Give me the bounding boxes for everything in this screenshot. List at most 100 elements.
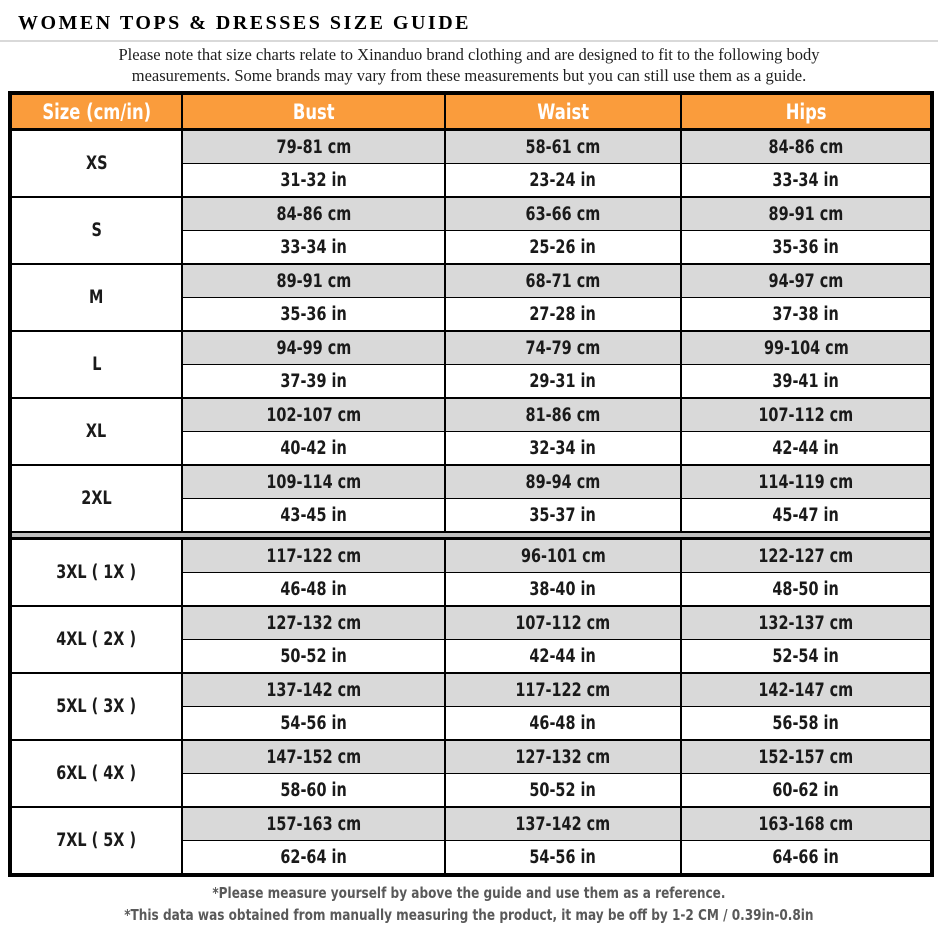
size-row-cm: 6XL ( 4X ) 147-152 cm 127-132 cm 152-157 cm	[9, 739, 933, 808]
size-row-cm: S 84-86 cm 63-66 cm 89-91 cm	[9, 196, 933, 265]
waist-cm-cell: 89-94 cm	[444, 464, 682, 499]
column-header-hips-label: Hips	[785, 99, 827, 124]
column-header-bust: Bust	[181, 91, 446, 131]
size-cell: XS	[9, 128, 183, 198]
waist-in-cell: 46-48 in	[444, 706, 682, 741]
hips-cm-cell: 142-147 cm	[680, 672, 933, 707]
bust-in-cell: 50-52 in	[181, 639, 446, 674]
waist-cm-cell-value: 96-101 cm	[520, 545, 606, 567]
size-label: 7XL ( 5X )	[56, 830, 137, 851]
hips-in-cell-value: 39-41 in	[772, 370, 840, 392]
bust-cm-cell: 84-86 cm	[181, 196, 446, 231]
waist-cm-cell: 96-101 cm	[444, 537, 682, 573]
hips-cm-cell-value: 122-127 cm	[758, 545, 854, 567]
size-row-cm: XL 102-107 cm 81-86 cm 107-112 cm	[9, 397, 933, 466]
waist-cm-cell-value: 58-61 cm	[525, 136, 601, 158]
column-header-size-label: Size (cm/in)	[42, 99, 151, 124]
footnotes: *Please measure yourself by above the gu…	[0, 882, 938, 926]
bust-in-cell: 35-36 in	[181, 297, 446, 332]
bust-in-cell-value: 40-42 in	[280, 437, 347, 459]
bust-cm-cell: 127-132 cm	[181, 605, 446, 640]
bust-cm-cell-value: 79-81 cm	[276, 136, 351, 158]
hips-in-cell: 48-50 in	[680, 572, 933, 607]
size-row-cm: M 89-91 cm 68-71 cm 94-97 cm	[9, 263, 933, 332]
footnote-line-2: *This data was obtained from manually me…	[0, 904, 938, 926]
waist-cm-cell: 63-66 cm	[444, 196, 682, 231]
column-header-hips: Hips	[680, 91, 933, 131]
hips-in-cell: 33-34 in	[680, 163, 933, 198]
waist-in-cell-value: 42-44 in	[529, 645, 597, 667]
waist-in-cell: 38-40 in	[444, 572, 682, 607]
bust-cm-cell: 137-142 cm	[181, 672, 446, 707]
size-label: M	[89, 287, 104, 308]
waist-cm-cell-value: 107-112 cm	[515, 612, 611, 634]
hips-in-cell-value: 45-47 in	[772, 504, 840, 526]
size-table-body: XS 79-81 cm 58-61 cm 84-86 cm 31-32 in 23-24 …	[9, 128, 933, 876]
bust-in-cell-value: 54-56 in	[280, 712, 347, 734]
bust-in-cell: 40-42 in	[181, 431, 446, 466]
size-row-cm: 4XL ( 2X ) 127-132 cm 107-112 cm 132-137 cm	[9, 605, 933, 674]
waist-cm-cell: 81-86 cm	[444, 397, 682, 432]
waist-in-cell-value: 23-24 in	[529, 169, 597, 191]
bust-in-cell: 62-64 in	[181, 840, 446, 876]
subtitle: Please note that size charts relate to X…	[0, 44, 938, 86]
plus-size-divider-bar	[9, 531, 933, 540]
bust-cm-cell: 157-163 cm	[181, 806, 446, 841]
waist-in-cell-value: 32-34 in	[529, 437, 597, 459]
bust-cm-cell-value: 94-99 cm	[276, 337, 351, 359]
hips-cm-cell-value: 94-97 cm	[768, 270, 844, 292]
hips-cm-cell-value: 99-104 cm	[763, 337, 849, 359]
bust-cm-cell-value: 102-107 cm	[266, 404, 361, 426]
subtitle-line-2: measurements. Some brands may vary from …	[131, 66, 807, 85]
bust-cm-cell: 147-152 cm	[181, 739, 446, 774]
size-row-in: 50-52 in 42-44 in 52-54 in	[10, 639, 933, 674]
hips-in-cell: 39-41 in	[680, 364, 933, 399]
bust-cm-cell: 89-91 cm	[181, 263, 446, 298]
hips-in-cell-value: 37-38 in	[772, 303, 840, 325]
bust-cm-cell-value: 89-91 cm	[276, 270, 351, 292]
header-row: Size (cm/in) Bust Waist Hips	[9, 91, 933, 131]
size-row-in: 54-56 in 46-48 in 56-58 in	[10, 706, 933, 741]
size-row-in: 37-39 in 29-31 in 39-41 in	[10, 364, 933, 399]
bust-cm-cell-value: 157-163 cm	[266, 813, 361, 835]
size-cell: XL	[9, 397, 183, 466]
size-table-header: Size (cm/in) Bust Waist Hips	[9, 91, 933, 131]
bust-in-cell-value: 50-52 in	[280, 645, 347, 667]
size-row-cm: L 94-99 cm 74-79 cm 99-104 cm	[9, 330, 933, 399]
bust-cm-cell-value: 84-86 cm	[276, 203, 351, 225]
waist-cm-cell-value: 63-66 cm	[525, 203, 601, 225]
waist-in-cell-value: 38-40 in	[529, 578, 597, 600]
hips-cm-cell: 99-104 cm	[680, 330, 933, 365]
bust-cm-cell-value: 137-142 cm	[266, 679, 361, 701]
size-cell: 5XL ( 3X )	[9, 672, 183, 741]
bust-in-cell: 58-60 in	[181, 773, 446, 808]
hips-in-cell-value: 64-66 in	[772, 846, 840, 868]
bust-in-cell-value: 37-39 in	[280, 370, 347, 392]
bust-in-cell-value: 31-32 in	[280, 169, 347, 191]
size-guide-table: Size (cm/in) Bust Waist Hips XS 79-81 cm 5…	[8, 91, 934, 877]
waist-in-cell-value: 29-31 in	[529, 370, 597, 392]
title-divider-rule	[0, 40, 938, 42]
bust-in-cell: 37-39 in	[181, 364, 446, 399]
size-row-cm: 5XL ( 3X ) 137-142 cm 117-122 cm 142-147 cm	[9, 672, 933, 741]
waist-cm-cell-value: 81-86 cm	[525, 404, 601, 426]
waist-cm-cell: 127-132 cm	[444, 739, 682, 774]
waist-in-cell: 25-26 in	[444, 230, 682, 265]
bust-in-cell: 46-48 in	[181, 572, 446, 607]
bust-cm-cell: 94-99 cm	[181, 330, 446, 365]
bust-cm-cell-value: 117-122 cm	[266, 545, 361, 567]
size-label: S	[91, 220, 102, 241]
bust-in-cell-value: 35-36 in	[280, 303, 347, 325]
hips-cm-cell: 132-137 cm	[680, 605, 933, 640]
hips-cm-cell: 122-127 cm	[680, 537, 933, 573]
hips-in-cell-value: 52-54 in	[772, 645, 840, 667]
bust-cm-cell-value: 127-132 cm	[266, 612, 361, 634]
waist-cm-cell: 74-79 cm	[444, 330, 682, 365]
plus-size-divider	[9, 531, 933, 540]
size-cell: 6XL ( 4X )	[9, 739, 183, 808]
waist-in-cell: 54-56 in	[444, 840, 682, 876]
size-cell: 2XL	[9, 464, 183, 533]
waist-cm-cell-value: 68-71 cm	[525, 270, 601, 292]
size-label: 6XL ( 4X )	[56, 763, 137, 784]
page-title: WOMEN TOPS & DRESSES SIZE GUIDE	[18, 12, 471, 34]
